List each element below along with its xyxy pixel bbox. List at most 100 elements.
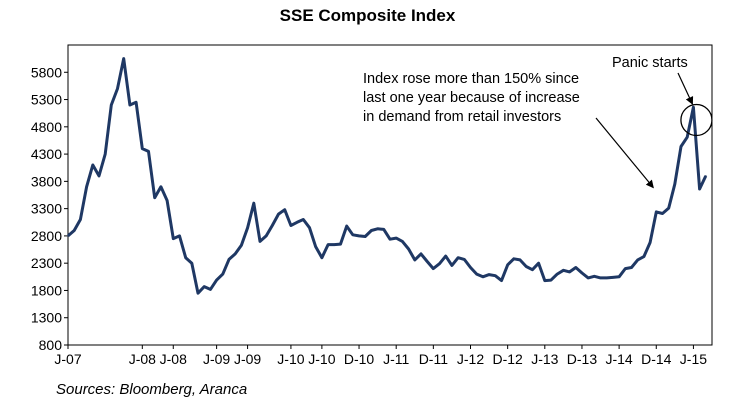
data-point (661, 212, 664, 215)
data-point (506, 264, 509, 266)
data-point (271, 224, 274, 227)
data-point (624, 267, 627, 270)
data-point (160, 186, 162, 188)
x-tick-label: D-11 (419, 351, 449, 367)
x-tick-label: J-07 (54, 351, 81, 367)
y-tick-label: 1800 (31, 282, 62, 298)
series-line (67, 57, 708, 295)
data-point (302, 218, 305, 221)
data-point (203, 285, 206, 288)
data-point (73, 229, 75, 232)
y-tick-label: 5800 (31, 64, 62, 80)
data-point (85, 186, 88, 188)
annotation-arrow (595, 117, 654, 189)
data-point (110, 104, 113, 106)
data-point (407, 248, 410, 250)
data-point (562, 269, 565, 272)
data-point (500, 279, 503, 282)
data-point (420, 253, 422, 255)
data-point (457, 256, 459, 259)
annotation-text-line: last one year because of increase (363, 90, 580, 106)
data-point (469, 266, 472, 269)
x-tick-label: J-09 (203, 351, 230, 367)
data-point (277, 213, 280, 215)
data-point (568, 271, 571, 273)
data-point (215, 279, 218, 281)
y-tick-label: 3300 (31, 201, 62, 217)
y-tick-label: 3800 (31, 173, 62, 189)
data-point (283, 208, 286, 211)
data-point (519, 259, 521, 261)
x-tick-label: J-13 (531, 351, 558, 367)
data-point (612, 276, 614, 279)
source-note: Sources: Bloomberg, Aranca (56, 381, 248, 398)
data-point (537, 262, 540, 264)
series-group (67, 57, 708, 295)
y-tick-label: 1300 (31, 310, 62, 326)
data-point (358, 235, 360, 237)
annotation-arrow (677, 72, 694, 105)
data-point (444, 255, 447, 257)
x-tick-label: D-12 (492, 351, 523, 367)
annotation-text-line: Index rose more than 150% since (363, 71, 579, 87)
y-axis-ticks: 800 1300 1800 2300 2800 3300 3800 4300 4800 5300 5… (31, 64, 68, 353)
data-point (240, 244, 243, 246)
y-tick-label: 2300 (31, 255, 62, 271)
data-point (222, 273, 224, 275)
data-point (494, 274, 497, 277)
data-point (705, 175, 707, 177)
data-point (383, 228, 385, 231)
data-point (98, 175, 100, 177)
x-tick-label: J-08 (160, 351, 187, 367)
data-point (314, 246, 317, 248)
data-point (129, 104, 131, 106)
data-point (426, 260, 428, 263)
axes (67, 44, 713, 346)
data-point (228, 258, 230, 261)
data-point (655, 211, 658, 213)
data-point (636, 259, 639, 261)
x-tick-label: J-09 (234, 351, 261, 367)
data-point (488, 273, 490, 276)
x-tick-label: J-12 (457, 351, 484, 367)
data-point (191, 262, 193, 264)
y-tick-label: 4300 (31, 146, 62, 162)
y-tick-label: 5300 (31, 92, 62, 108)
data-point (674, 183, 676, 185)
data-point (345, 225, 348, 227)
x-tick-label: D-10 (344, 351, 375, 367)
data-point (178, 235, 181, 237)
plot-frame (67, 44, 713, 346)
x-tick-label: J-11 (383, 351, 409, 367)
data-point (475, 273, 478, 275)
data-point (692, 106, 695, 108)
y-tick-label: 4800 (31, 119, 62, 135)
data-point (104, 153, 106, 155)
data-point (599, 277, 602, 279)
data-point (91, 164, 94, 166)
annotation-text-line: Panic starts (612, 55, 688, 71)
data-point (432, 267, 435, 270)
data-point (376, 228, 379, 230)
data-point (308, 226, 311, 229)
data-point (153, 196, 156, 199)
data-point (352, 234, 354, 236)
data-point (463, 258, 466, 261)
data-point (618, 276, 620, 278)
data-point (252, 202, 255, 204)
data-point (209, 288, 212, 291)
data-point (333, 243, 336, 246)
data-point (438, 262, 441, 265)
data-point (630, 266, 633, 269)
data-point (141, 147, 144, 150)
data-point (698, 188, 701, 190)
data-point (587, 277, 589, 279)
data-point (643, 255, 645, 258)
data-point (79, 218, 82, 221)
data-point (389, 238, 391, 240)
data-point (513, 258, 515, 260)
x-tick-label: J-10 (277, 351, 304, 367)
x-tick-label: J-14 (605, 351, 632, 367)
x-tick-label: J-10 (308, 351, 335, 367)
data-point (605, 277, 608, 279)
